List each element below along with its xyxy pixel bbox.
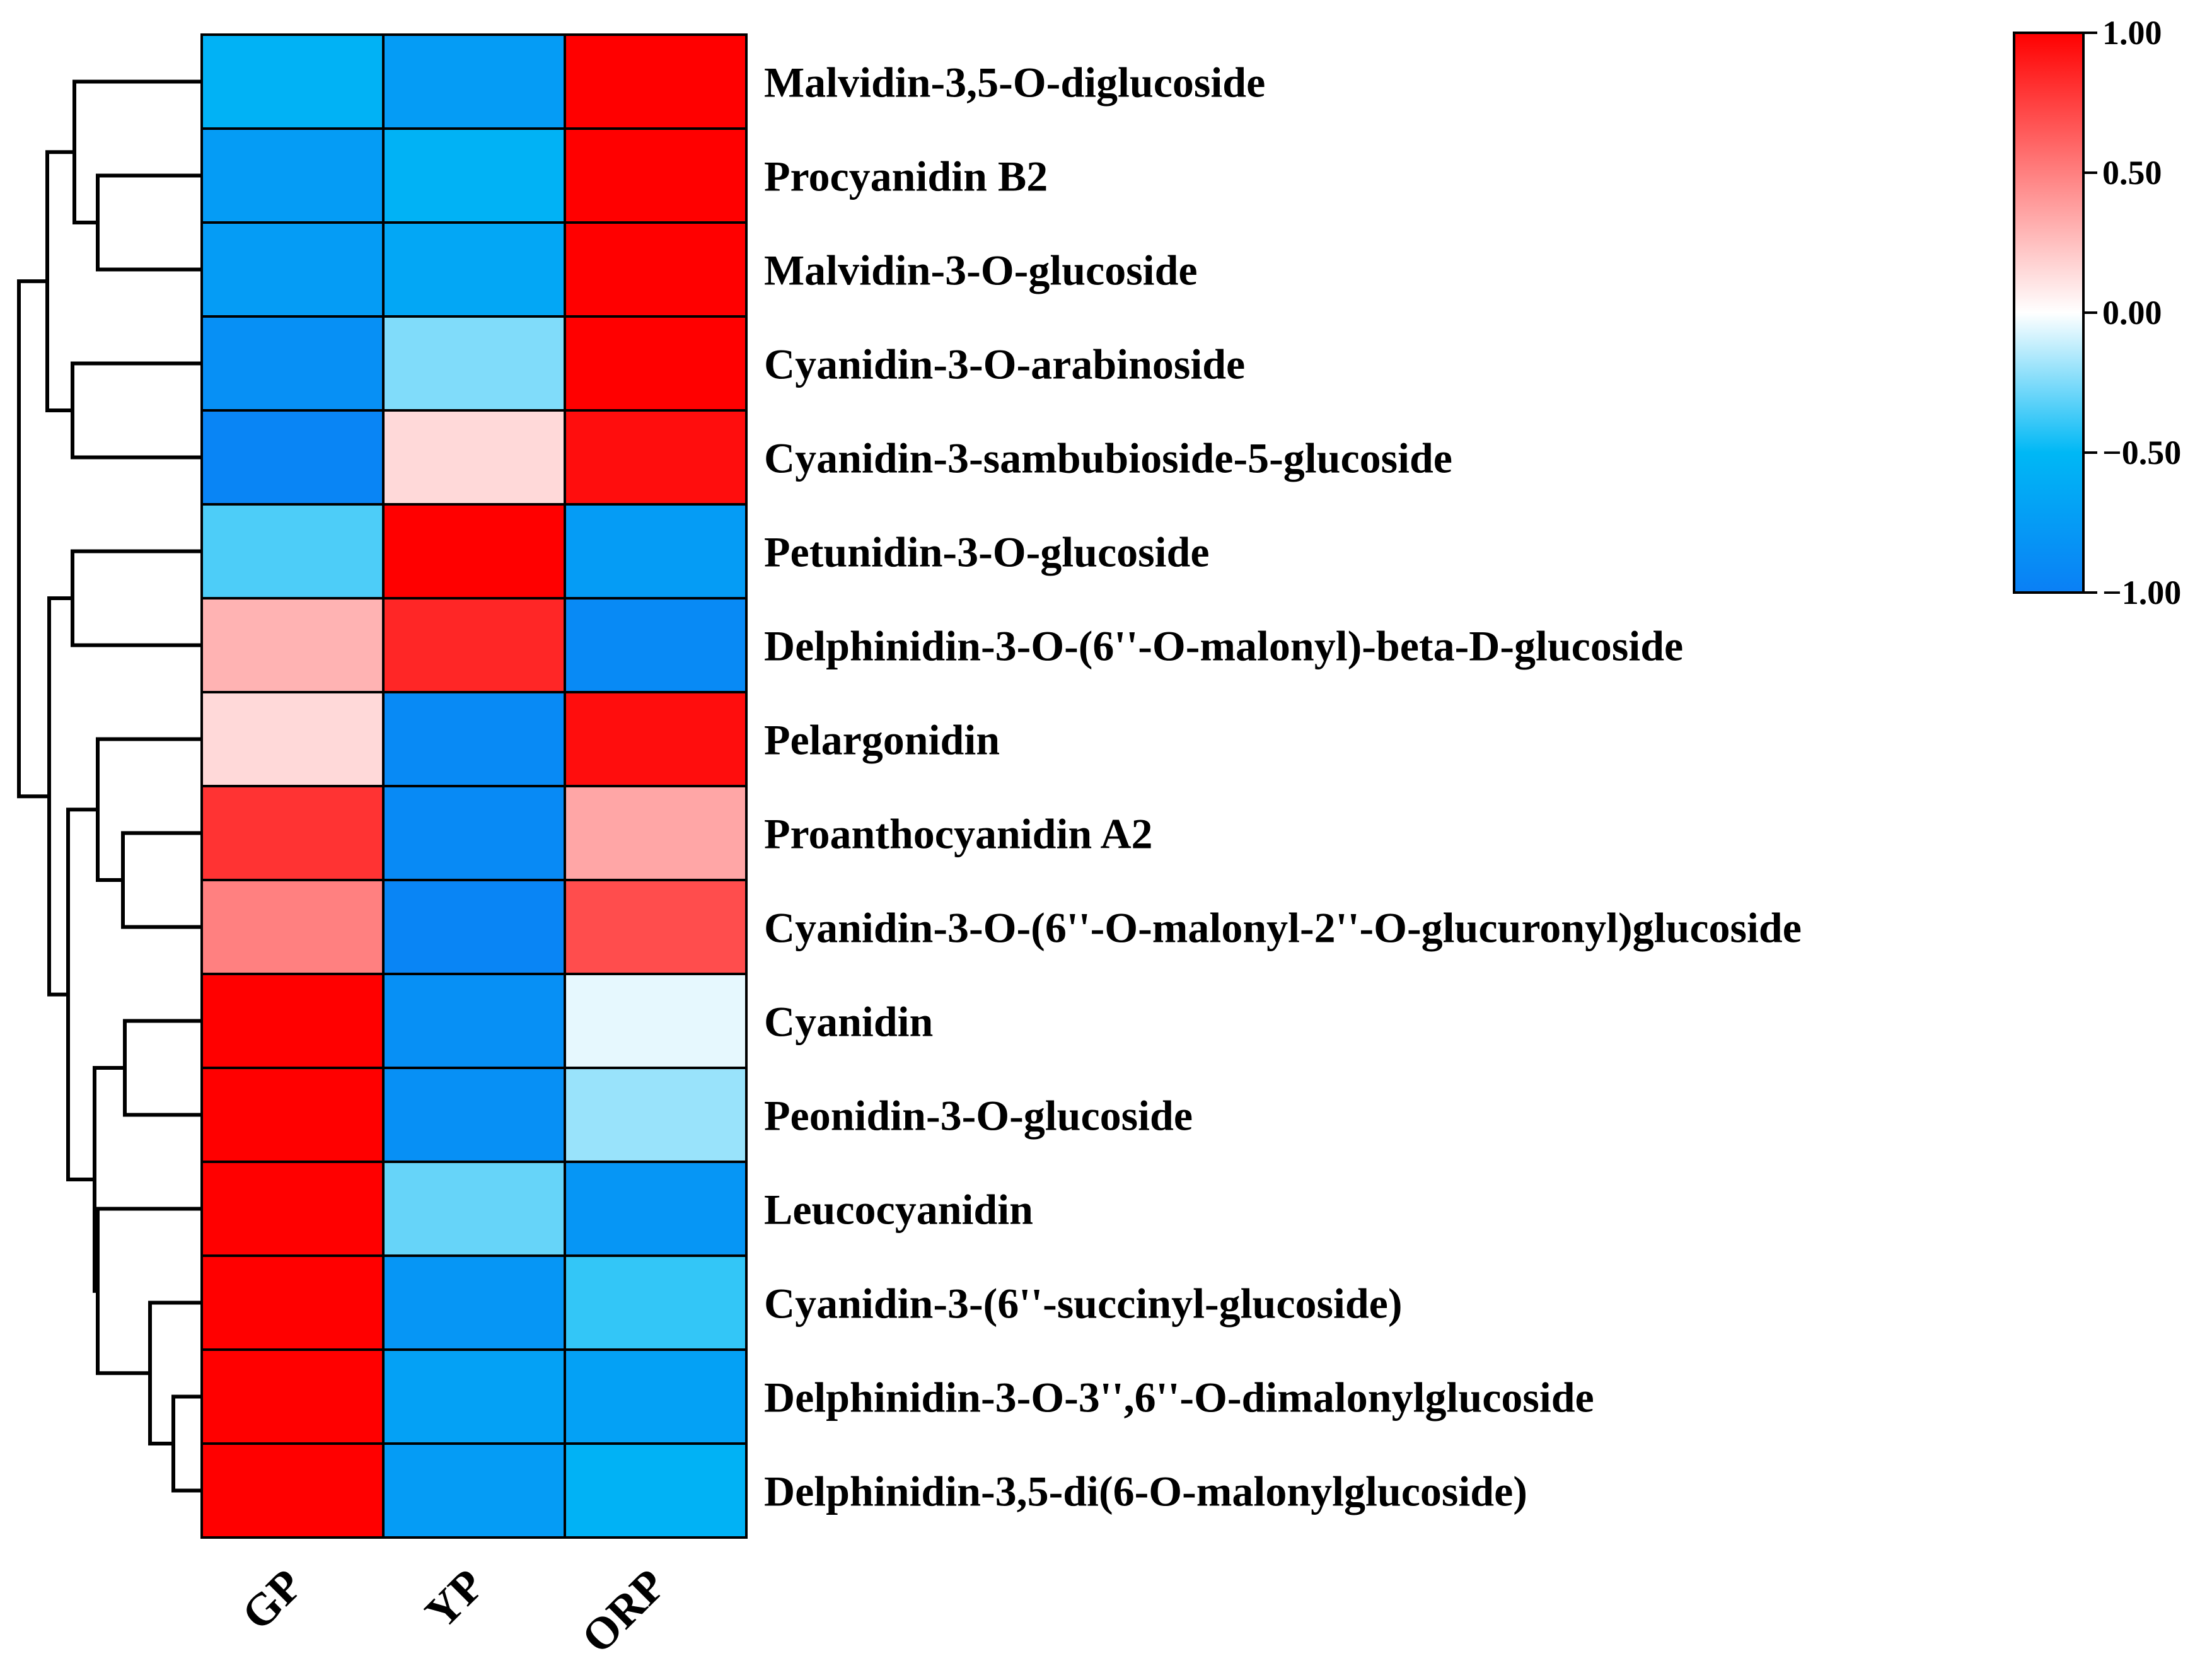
row-dendrogram <box>17 79 202 1493</box>
heatmap-cell <box>564 315 748 412</box>
heatmap-cell <box>382 1161 566 1257</box>
row-label: Malvidin-3,5-O-diglucoside <box>764 59 1265 107</box>
heatmap-cell <box>382 879 566 975</box>
heatmap-cell <box>382 33 566 130</box>
heatmap-cell <box>200 691 385 787</box>
heatmap-cells <box>200 33 748 1539</box>
colorbar-tick-label: −1.00 <box>2102 574 2181 611</box>
heatmap-cell <box>382 1442 566 1539</box>
heatmap-cell <box>564 973 748 1069</box>
colorbar-tick-label: −0.50 <box>2102 434 2181 472</box>
dendrogram-branch <box>121 831 202 929</box>
heatmap-cell <box>200 973 385 1069</box>
heatmap-cell <box>382 409 566 506</box>
heatmap-cell <box>564 409 748 506</box>
row-label: Delphinidin-3,5-di(6-O-malonylglucoside) <box>764 1468 1527 1515</box>
heatmap-cell <box>200 879 385 975</box>
dendrogram-branch <box>72 79 202 224</box>
dendrogram-branch <box>45 150 74 412</box>
row-label: Cyanidin-3-O-(6''-O-malonyl-2''-O-glucur… <box>764 904 1802 952</box>
row-label: Pelargonidin <box>764 716 1000 764</box>
heatmap-cell <box>382 1348 566 1445</box>
heatmap-cell <box>382 503 566 599</box>
heatmap-cell <box>382 785 566 881</box>
heatmap-cell <box>382 1254 566 1351</box>
heatmap-cell <box>564 33 748 130</box>
heatmap-cell <box>200 1348 385 1445</box>
dendrogram-branch <box>96 173 202 272</box>
heatmap-cell <box>564 221 748 318</box>
heatmap-cell <box>200 221 385 318</box>
column-label: YP <box>415 1560 494 1638</box>
heatmap-cell <box>564 597 748 693</box>
heatmap-cell <box>382 973 566 1069</box>
heatmap-cell <box>564 785 748 881</box>
heatmap-cell <box>564 879 748 975</box>
heatmap-cell <box>564 691 748 787</box>
dendrogram-branch <box>71 549 202 647</box>
row-label: Cyanidin <box>764 998 933 1046</box>
heatmap-cell <box>564 1254 748 1351</box>
colorbar-tick-label: 0.50 <box>2102 154 2162 192</box>
row-label: Cyanidin-3-(6''-succinyl-glucoside) <box>764 1280 1403 1328</box>
colorbar-tick-label: 1.00 <box>2102 14 2162 52</box>
colorbar-tick-label: 0.00 <box>2102 294 2162 332</box>
heatmap-cell <box>200 127 385 224</box>
heatmap-cell <box>200 33 385 130</box>
heatmap-cell <box>382 221 566 318</box>
heatmap-cell <box>382 1067 566 1163</box>
heatmap-cell <box>382 597 566 693</box>
column-label: GP <box>232 1560 312 1640</box>
row-label: Cyanidin-3-O-arabinoside <box>764 340 1245 388</box>
heatmap-cell <box>200 1442 385 1539</box>
row-label: Cyanidin-3-sambubioside-5-glucoside <box>764 434 1452 482</box>
heatmap-cell <box>200 503 385 599</box>
row-label: Malvidin-3-O-glucoside <box>764 246 1198 294</box>
colorbar-gradient <box>2013 32 2085 594</box>
dendrogram-branch <box>171 1394 202 1493</box>
dendrogram-branch <box>148 1300 202 1445</box>
dendrogram-branch <box>17 279 49 799</box>
row-label: Delphinidin-3-O-(6''-O-malonyl)-beta-D-g… <box>764 622 1683 670</box>
heatmap-cell <box>200 315 385 412</box>
heatmap-cell <box>564 127 748 224</box>
row-label: Leucocyanidin <box>764 1186 1033 1234</box>
row-label: Proanthocyanidin A2 <box>764 810 1153 858</box>
heatmap-cell <box>382 315 566 412</box>
column-labels: GP YP ORP <box>232 1560 675 1663</box>
heatmap-cell <box>200 1067 385 1163</box>
row-label: Procyanidin B2 <box>764 153 1048 200</box>
row-label: Petunidin-3-O-glucoside <box>764 528 1210 576</box>
heatmap-cell <box>200 409 385 506</box>
heatmap-cell <box>200 597 385 693</box>
heatmap-cell <box>382 691 566 787</box>
column-label: ORP <box>572 1560 675 1663</box>
heatmap-cell <box>382 127 566 224</box>
heatmap-cell <box>200 1254 385 1351</box>
heatmap-cell <box>200 1161 385 1257</box>
dendrogram-branch <box>96 737 202 882</box>
row-label: Peonidin-3-O-glucoside <box>764 1092 1193 1140</box>
colorbar: 1.00 0.50 0.00 −0.50 −1.00 <box>2013 14 2181 611</box>
heatmap-cell <box>564 1161 748 1257</box>
dendrogram-branch <box>123 1019 202 1117</box>
heatmap-cell <box>564 1348 748 1445</box>
dendrogram-branch <box>71 361 202 460</box>
heatmap-cell <box>200 785 385 881</box>
row-label: Delphinidin-3-O-3'',6''-O-dimalonylgluco… <box>764 1374 1594 1422</box>
heatmap-cell <box>564 1067 748 1163</box>
heatmap-cell <box>564 503 748 599</box>
row-labels: Malvidin-3,5-O-diglucoside Procyanidin B2… <box>764 59 1802 1515</box>
heatmap-cell <box>564 1442 748 1539</box>
